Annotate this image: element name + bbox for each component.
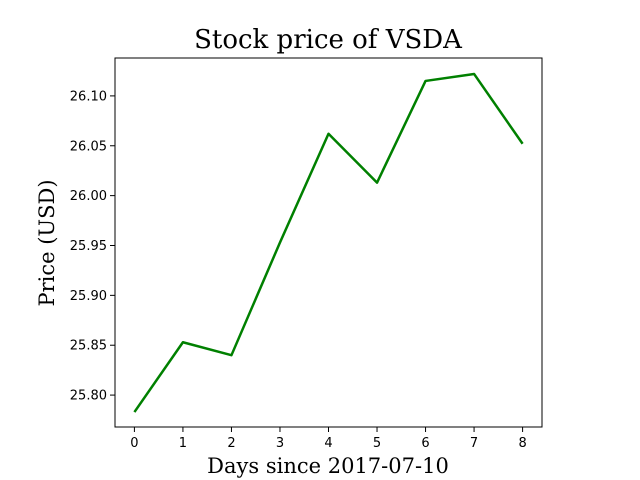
y-tick-label-1: 25.85 — [70, 339, 107, 354]
series-line-0 — [133, 72, 524, 413]
y-tick-label-6: 26.10 — [70, 89, 107, 104]
y-tick-label-4: 26.00 — [70, 189, 107, 204]
chart-title: Stock price of VSDA — [194, 25, 463, 55]
x-tick-label-7: 7 — [470, 436, 478, 451]
x-tick-label-1: 1 — [179, 436, 187, 451]
y-tick-label-3: 25.95 — [70, 239, 107, 254]
x-tick-label-0: 0 — [130, 436, 138, 451]
x-axis-ticks: 0 1 2 3 4 5 6 7 8 — [130, 427, 527, 451]
x-tick-label-8: 8 — [518, 436, 526, 451]
y-axis-label: Price (USD) — [35, 179, 59, 306]
x-tick-label-5: 5 — [373, 436, 381, 451]
y-tick-label-2: 25.90 — [70, 289, 107, 304]
x-tick-label-6: 6 — [421, 436, 429, 451]
y-axis-ticks: 25.80 25.85 25.90 25.95 26.00 26.05 26.10 — [70, 89, 115, 404]
y-tick-label-5: 26.05 — [70, 139, 107, 154]
x-tick-label-2: 2 — [227, 436, 235, 451]
y-tick-label-0: 25.80 — [70, 389, 107, 404]
x-tick-label-4: 4 — [324, 436, 332, 451]
x-tick-label-3: 3 — [276, 436, 284, 451]
x-axis-label: Days since 2017-07-10 — [207, 454, 449, 478]
